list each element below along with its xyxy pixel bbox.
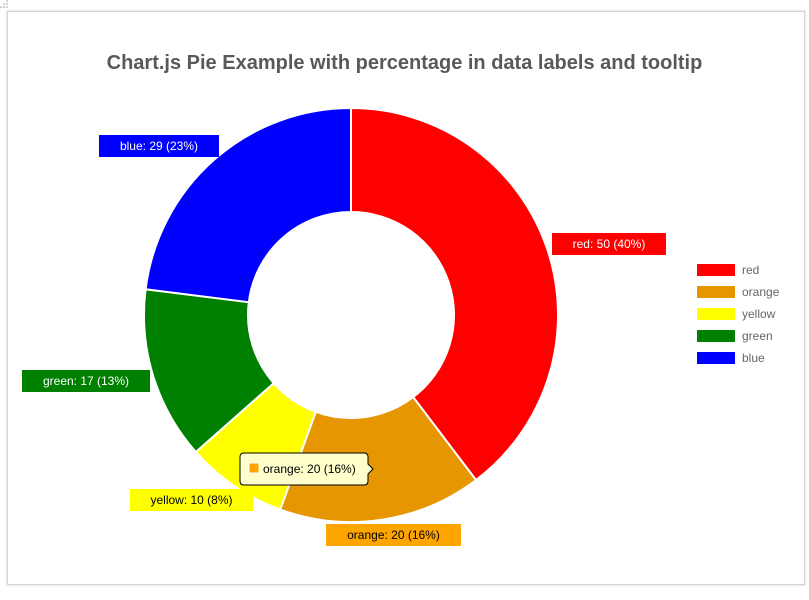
legend-swatch-green (697, 330, 735, 342)
legend-item-blue[interactable]: blue (697, 351, 765, 365)
data-label-text-red: red: 50 (40%) (573, 237, 646, 251)
slice-red[interactable] (350, 106, 559, 482)
tooltip-swatch (248, 462, 260, 474)
slice-blue[interactable] (144, 106, 352, 304)
data-labels-group: red: 50 (40%) orange: 20 (16%) yellow: 10 … (22, 135, 666, 546)
data-label-box-yellow (130, 489, 253, 511)
legend-label-orange: orange (742, 285, 780, 299)
legend-label-green: green (742, 329, 773, 343)
legend-label-blue: blue (742, 351, 765, 365)
legend-label-yellow: yellow (742, 307, 776, 321)
legend: red orange yellow green blue (697, 263, 780, 365)
legend-swatch-red (697, 264, 735, 276)
legend-swatch-yellow (697, 308, 735, 320)
tooltip-box (239, 452, 374, 486)
data-label-blue: blue: 29 (23%) (99, 135, 219, 157)
data-label-box-red (552, 233, 666, 255)
data-label-text-green: green: 17 (13%) (43, 374, 129, 388)
data-label-green: green: 17 (13%) (22, 370, 150, 392)
legend-item-green[interactable]: green (697, 329, 773, 343)
data-label-box-blue (99, 135, 219, 157)
data-label-text-orange: orange: 20 (16%) (347, 528, 440, 542)
data-label-orange: orange: 20 (16%) (326, 524, 461, 546)
data-label-box-orange (326, 524, 461, 546)
data-label-box-green (22, 370, 150, 392)
data-label-text-blue: blue: 29 (23%) (120, 139, 198, 153)
data-label-red: red: 50 (40%) (552, 233, 666, 255)
legend-item-orange[interactable]: orange (697, 285, 780, 299)
tooltip-text: orange: 20 (16%) (263, 462, 356, 476)
legend-item-yellow[interactable]: yellow (697, 307, 776, 321)
legend-swatch-orange (697, 286, 735, 298)
data-label-yellow: yellow: 10 (8%) (130, 489, 253, 511)
slice-orange[interactable] (278, 395, 478, 523)
data-label-text-yellow: yellow: 10 (8%) (150, 493, 232, 507)
legend-label-red: red (742, 263, 759, 277)
legend-swatch-blue (697, 352, 735, 364)
tooltip: orange: 20 (16%) (239, 452, 374, 486)
chart-title: Chart.js Pie Example with percentage in … (106, 52, 703, 74)
legend-item-red[interactable]: red (697, 263, 759, 277)
resize-grip-icon[interactable] (0, 0, 8, 8)
